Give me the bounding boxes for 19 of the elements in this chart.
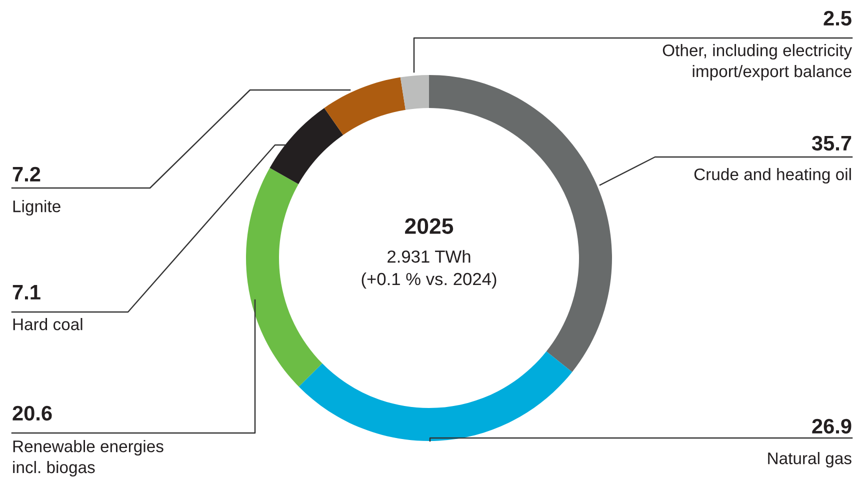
slice-label: Lignite	[13, 200, 60, 216]
slice-label: Hard coal	[13, 318, 82, 330]
data-label: 7.1	[12, 285, 40, 300]
data-label: 26.9	[812, 418, 852, 434]
text: 2025	[405, 218, 454, 234]
donut-slice	[400, 75, 429, 110]
slice-label: Renewable energies incl. biogas	[13, 440, 164, 477]
data-label: 7.2	[12, 166, 40, 182]
slice-label: Natural gas	[768, 452, 852, 468]
text: 2.931 TWh (+0.1 % vs. 2024)	[362, 250, 496, 289]
donut-slice	[270, 108, 344, 184]
donut-slice	[324, 77, 406, 136]
donut-slice	[298, 351, 572, 441]
slice-label: Crude and heating oil	[694, 168, 851, 184]
slice-label: Other, including electricity import/export balance	[662, 44, 852, 81]
data-label: 35.7	[812, 136, 852, 151]
donut-slice	[246, 168, 322, 387]
data-label: 20.6	[12, 406, 52, 421]
data-label: 2.5	[824, 10, 852, 26]
